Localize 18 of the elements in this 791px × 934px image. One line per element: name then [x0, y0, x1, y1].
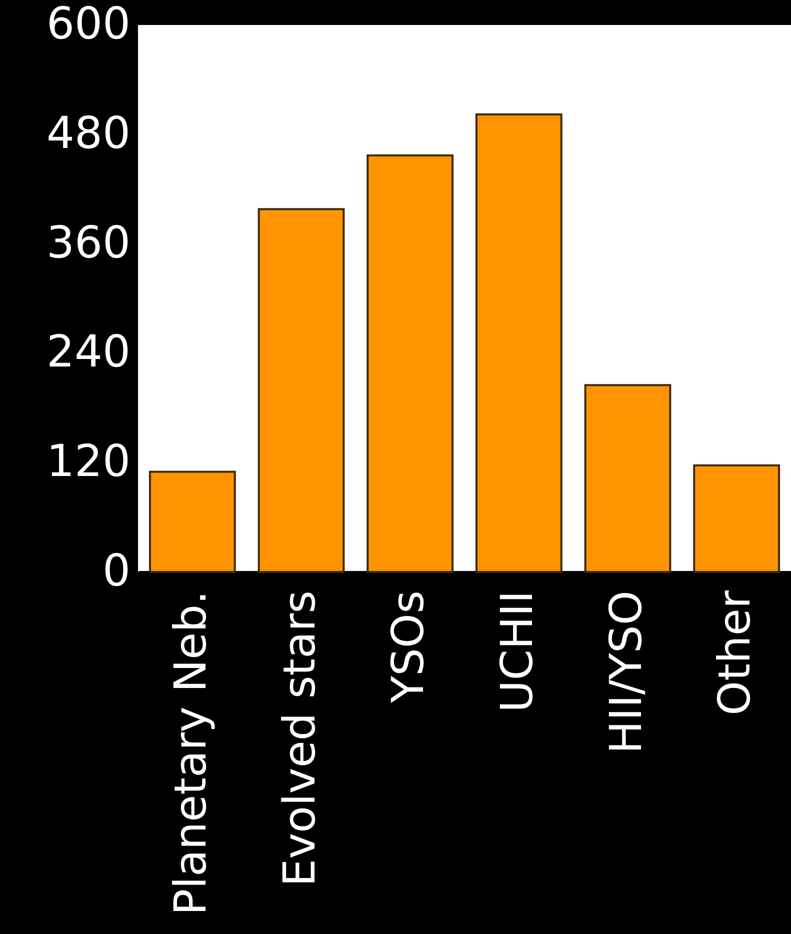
- bar: [693, 464, 780, 573]
- y-tick-label: 600: [46, 0, 130, 50]
- bar: [475, 113, 562, 573]
- x-tick-label: Planetary Neb.: [165, 590, 216, 916]
- x-tick-label: HII/YSO: [600, 590, 652, 754]
- bar: [148, 470, 236, 573]
- bar: [366, 154, 454, 573]
- x-tick-label: Other: [710, 590, 761, 716]
- y-tick-label: 360: [46, 217, 130, 268]
- x-tick-label: UCHII: [492, 590, 543, 712]
- y-tick-label: 240: [46, 326, 130, 378]
- bar: [258, 208, 345, 573]
- x-tick-label: Evolved stars: [274, 590, 326, 887]
- y-tick-label: 0: [102, 546, 130, 596]
- bar: [584, 384, 672, 573]
- x-tick-label: YSOs: [383, 590, 434, 704]
- y-tick-label: 120: [46, 436, 130, 488]
- y-tick-label: 480: [46, 108, 130, 159]
